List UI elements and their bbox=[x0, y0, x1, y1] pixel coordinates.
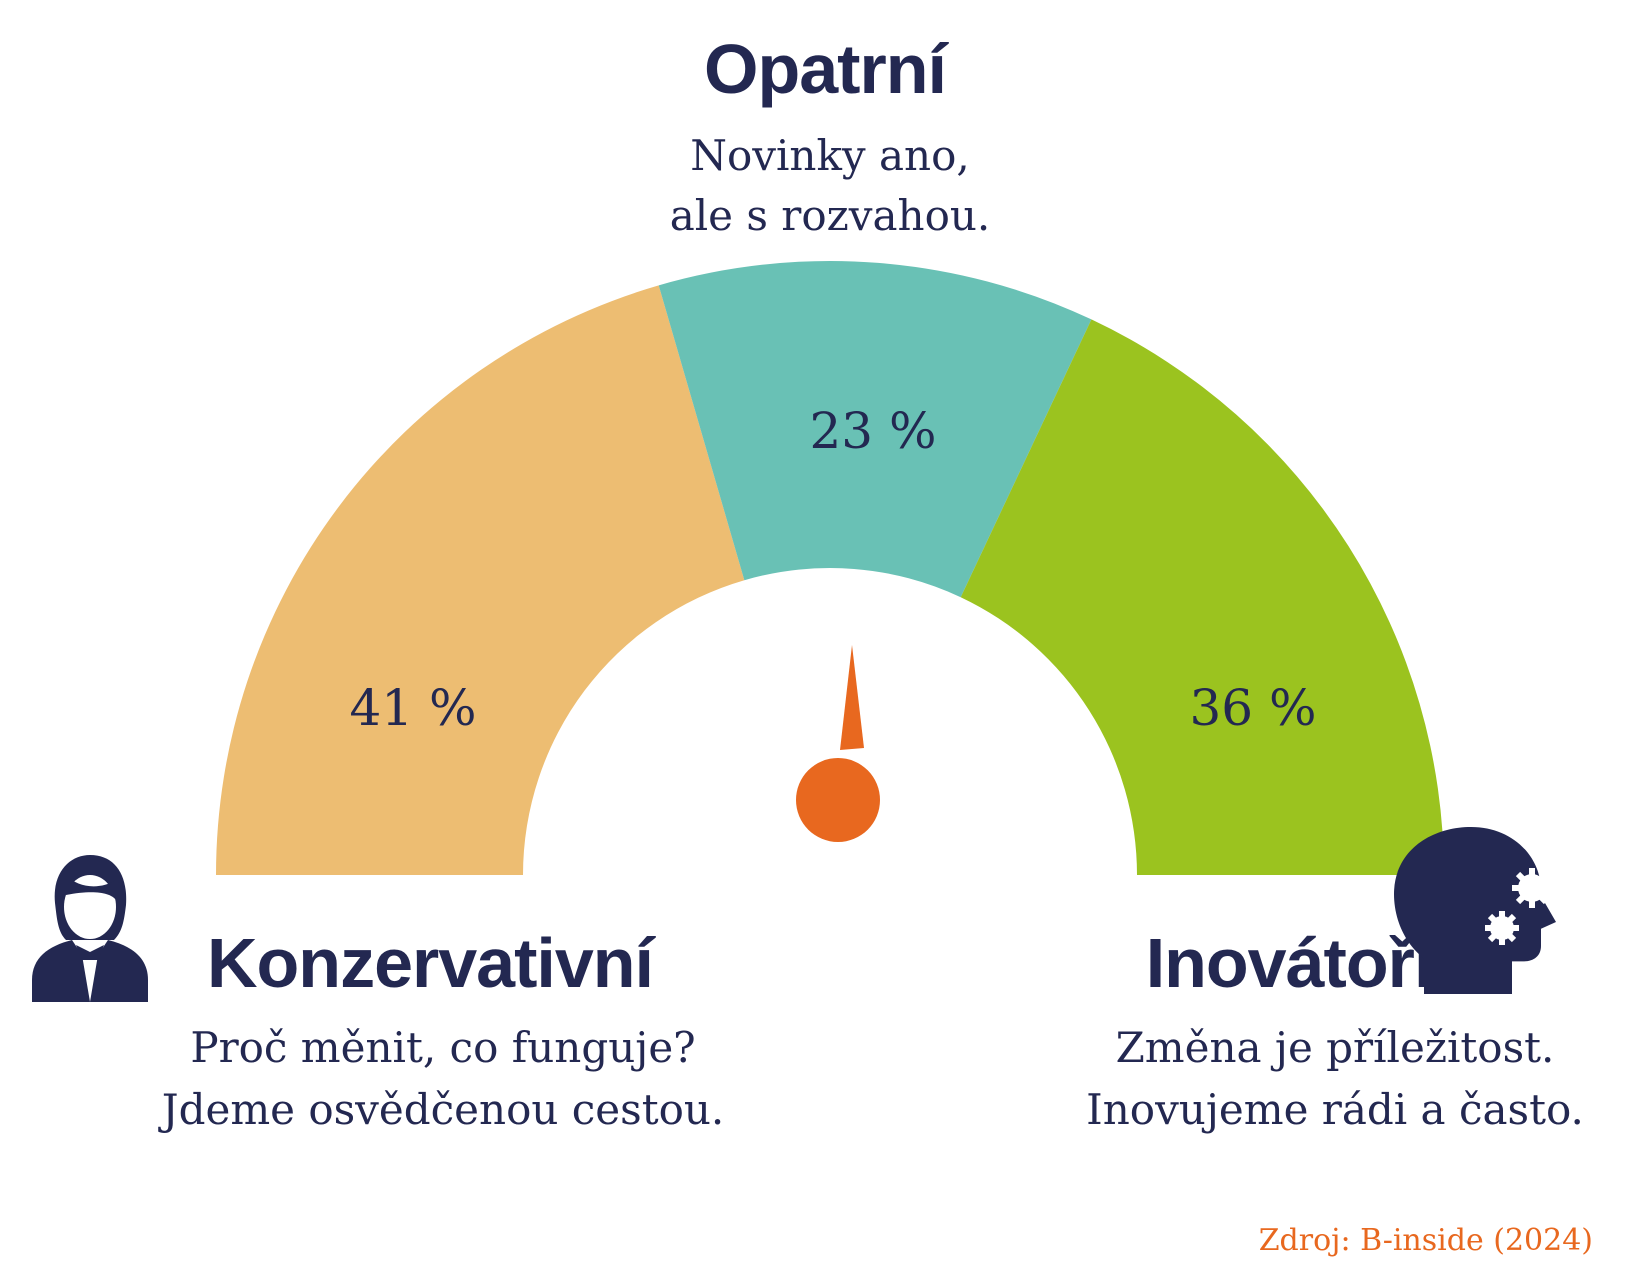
gauge-segments bbox=[216, 261, 1444, 876]
desc-konzervativni-line1: Proč měnit, co funguje? bbox=[190, 1023, 695, 1072]
desc-inovatori-line1: Změna je příležitost. bbox=[1116, 1023, 1555, 1072]
title-opatrni: Opatrní bbox=[704, 30, 949, 108]
woman-person-icon bbox=[32, 855, 148, 1002]
pct-label-inovatori: 36 % bbox=[1189, 679, 1316, 737]
pct-label-konzervativni: 41 % bbox=[349, 679, 476, 737]
desc-konzervativni-line2: Jdeme osvědčenou cestou. bbox=[158, 1085, 725, 1134]
head-gears-icon bbox=[1394, 826, 1556, 995]
gauge-needle-icon bbox=[796, 645, 880, 842]
source-note: Zdroj: B-inside (2024) bbox=[1259, 1223, 1593, 1258]
desc-opatrni-line2: ale s rozvahou. bbox=[670, 191, 991, 240]
desc-inovatori-line2: Inovujeme rádi a často. bbox=[1086, 1085, 1584, 1134]
desc-opatrni-line1: Novinky ano, bbox=[690, 131, 970, 180]
title-inovatori: Inovátoři bbox=[1146, 924, 1433, 1002]
title-konzervativni: Konzervativní bbox=[207, 924, 657, 1002]
pct-label-opatrni: 23 % bbox=[809, 402, 936, 460]
gauge-segment-inovatori bbox=[960, 319, 1444, 876]
gauge-segment-opatrni bbox=[658, 261, 1092, 598]
gauge-segment-konzervativni bbox=[216, 285, 745, 876]
